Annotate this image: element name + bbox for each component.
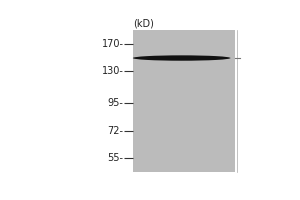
Bar xyxy=(133,30,235,172)
Ellipse shape xyxy=(133,55,230,61)
Text: 55-: 55- xyxy=(107,153,124,163)
Text: (kD): (kD) xyxy=(133,19,154,29)
Text: 95-: 95- xyxy=(108,98,124,108)
Text: 72-: 72- xyxy=(107,126,124,136)
Text: 130-: 130- xyxy=(102,66,124,76)
Text: 170-: 170- xyxy=(101,39,124,49)
